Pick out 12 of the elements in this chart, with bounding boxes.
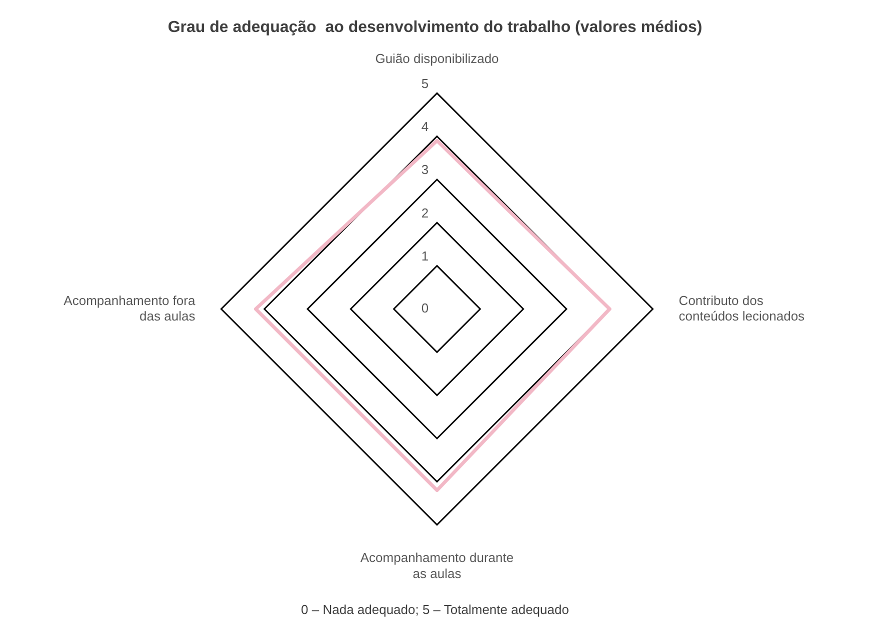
y-tick-label: 4 — [421, 118, 429, 134]
y-tick-label: 0 — [421, 300, 429, 316]
y-tick-label: 3 — [421, 162, 429, 178]
spoke-label: Acompanhamento durante as aulas — [360, 550, 514, 581]
y-tick-label: 5 — [421, 76, 429, 91]
spoke-label: Guião disponibilizado — [375, 50, 499, 66]
chart-title: Grau de adequação ao desenvolvimento do trabalho (valores médios) — [168, 19, 702, 36]
spoke-label: Acompanhamento fora das aulas — [64, 292, 196, 324]
spoke-label: Contributo dos conteúdos lecionados — [678, 292, 806, 324]
y-tick-label: 1 — [421, 248, 429, 264]
y-tick-label: 2 — [421, 205, 429, 220]
text: 0 – Nada adequado; 5 – Totalmente adequado — [301, 602, 569, 617]
